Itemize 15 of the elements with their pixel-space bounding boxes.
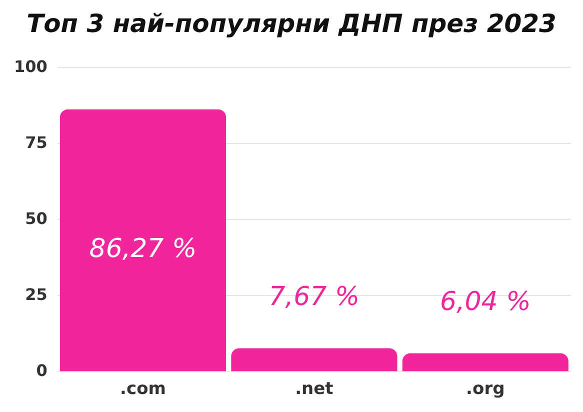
- chart-title: Топ 3 най-популярни ДНП през 2023: [26, 8, 558, 40]
- y-tick-label: 50: [25, 208, 48, 228]
- data-label: 6,04 %: [440, 286, 531, 317]
- y-tick-label: 25: [25, 284, 48, 304]
- y-tick-label: 100: [14, 56, 48, 76]
- bar: [60, 109, 226, 372]
- y-tick-label: 0: [36, 360, 48, 380]
- x-tick-label: .com: [120, 379, 166, 400]
- y-tick-label: 75: [25, 132, 48, 152]
- bar: [231, 348, 398, 372]
- x-tick-label: .org: [466, 379, 505, 400]
- bar: [402, 353, 568, 372]
- x-tick-label: .net: [295, 379, 334, 400]
- data-label: 7,67 %: [268, 282, 360, 312]
- data-label: 86,27 %: [89, 234, 197, 264]
